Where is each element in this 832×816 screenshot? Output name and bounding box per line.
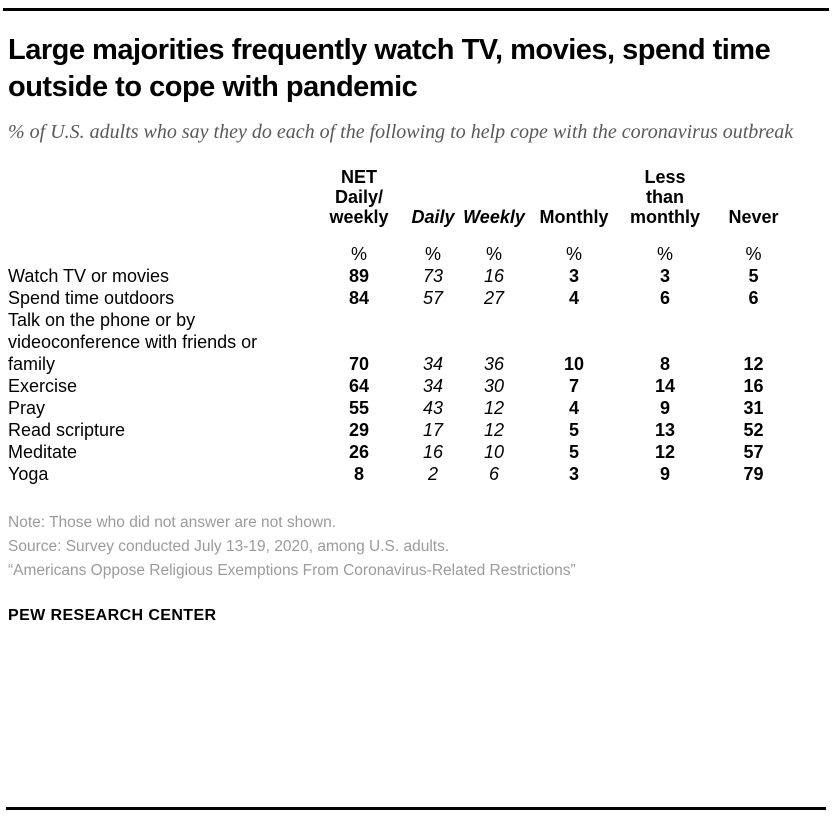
value-cell: 26 (348, 442, 370, 462)
row-label: Read scripture (8, 420, 126, 440)
value-cell: 34 (422, 376, 444, 396)
value-cell: 52 (743, 420, 764, 440)
value-cell: 4 (568, 288, 579, 308)
unit-cell: % (745, 244, 762, 264)
unit-cell: % (350, 244, 367, 264)
unit-cell: % (424, 244, 441, 264)
col-header-daily: Daily (411, 207, 455, 227)
value-cell: 3 (568, 464, 579, 484)
value-cell: 7 (568, 376, 579, 396)
col-header-weekly: Weekly (463, 207, 525, 227)
value-cell: 57 (743, 442, 764, 462)
value-cell: 27 (483, 288, 505, 308)
table-row: Meditate 26 16 10 5 12 57 (8, 441, 800, 463)
quote-line: “Americans Oppose Religious Exemptions F… (8, 562, 576, 579)
row-label: Exercise (8, 376, 78, 396)
value-cell: 3 (568, 266, 579, 286)
value-cell: 16 (743, 376, 764, 396)
unit-cell: % (485, 244, 502, 264)
row-label-header (8, 167, 315, 227)
value-cell: 9 (659, 398, 670, 418)
value-cell: 6 (488, 464, 499, 484)
value-cell: 6 (748, 288, 759, 308)
page-subtitle: % of U.S. adults who say they do each of… (8, 121, 794, 143)
value-cell: 31 (743, 398, 764, 418)
value-cell: 84 (348, 288, 370, 308)
col-header-net-daily-weekly: NET Daily/ weekly (329, 167, 389, 227)
unit-row: % % % % % % (8, 227, 800, 265)
value-cell: 29 (348, 420, 370, 440)
value-cell: 36 (483, 354, 505, 374)
value-cell: 12 (743, 354, 764, 374)
row-label: Meditate (8, 442, 78, 462)
unit-cell: % (565, 244, 582, 264)
col-header-never: Never (728, 207, 779, 227)
coping-frequency-table: NET Daily/ weekly Daily Weekly Monthly L… (8, 167, 800, 485)
value-cell: 73 (422, 266, 444, 286)
value-cell: 8 (659, 354, 670, 374)
table-row: Yoga 8 2 6 3 9 79 (8, 463, 800, 485)
bottom-rule (6, 807, 826, 810)
value-cell: 12 (483, 398, 505, 418)
top-rule (3, 8, 829, 11)
row-label: Spend time outdoors (8, 288, 175, 308)
note-line: Note: Those who did not answer are not s… (8, 514, 336, 531)
value-cell: 55 (348, 398, 370, 418)
value-cell: 79 (743, 464, 764, 484)
value-cell: 5 (568, 442, 579, 462)
unit-cell: % (656, 244, 673, 264)
value-cell: 12 (654, 442, 676, 462)
row-label: Pray (8, 398, 46, 418)
value-cell: 16 (483, 266, 505, 286)
value-cell: 14 (654, 376, 676, 396)
footer: Note: Those who did not answer are not s… (8, 511, 824, 628)
unit-cell-empty (8, 227, 315, 265)
page-title: Large majorities frequently watch TV, mo… (8, 34, 771, 103)
value-cell: 89 (348, 266, 370, 286)
table-row: Pray 55 43 12 4 9 31 (8, 397, 800, 419)
value-cell: 43 (422, 398, 444, 418)
table-row: Read scripture 29 17 12 5 13 52 (8, 419, 800, 441)
value-cell: 13 (654, 420, 676, 440)
value-cell: 12 (483, 420, 505, 440)
value-cell: 57 (422, 288, 444, 308)
col-header-monthly: Monthly (539, 207, 609, 227)
table-row: Talk on the phone or by videoconference … (8, 309, 800, 375)
value-cell: 10 (563, 354, 585, 374)
row-label: Watch TV or movies (8, 266, 170, 286)
value-cell: 8 (353, 464, 364, 484)
table-row: Exercise 64 34 30 7 14 16 (8, 375, 800, 397)
row-label: Talk on the phone or by videoconference … (8, 310, 258, 374)
value-cell: 6 (659, 288, 670, 308)
value-cell: 4 (568, 398, 579, 418)
value-cell: 5 (748, 266, 759, 286)
value-cell: 64 (348, 376, 370, 396)
value-cell: 34 (422, 354, 444, 374)
value-cell: 16 (422, 442, 444, 462)
value-cell: 17 (422, 420, 444, 440)
value-cell: 30 (483, 376, 505, 396)
value-cell: 9 (659, 464, 670, 484)
value-cell: 5 (568, 420, 579, 440)
value-cell: 2 (427, 464, 438, 484)
table-row: Watch TV or movies 89 73 16 3 3 5 (8, 265, 800, 287)
source-line: Source: Survey conducted July 13-19, 202… (8, 538, 450, 555)
value-cell: 3 (659, 266, 670, 286)
brand-wordmark: PEW RESEARCH CENTER (8, 607, 217, 624)
row-label: Yoga (8, 464, 49, 484)
table-header-row: NET Daily/ weekly Daily Weekly Monthly L… (8, 167, 800, 227)
col-header-less-than-monthly: Less than monthly (630, 167, 700, 227)
value-cell: 70 (348, 354, 370, 374)
value-cell: 10 (483, 442, 505, 462)
table-row: Spend time outdoors 84 57 27 4 6 6 (8, 287, 800, 309)
